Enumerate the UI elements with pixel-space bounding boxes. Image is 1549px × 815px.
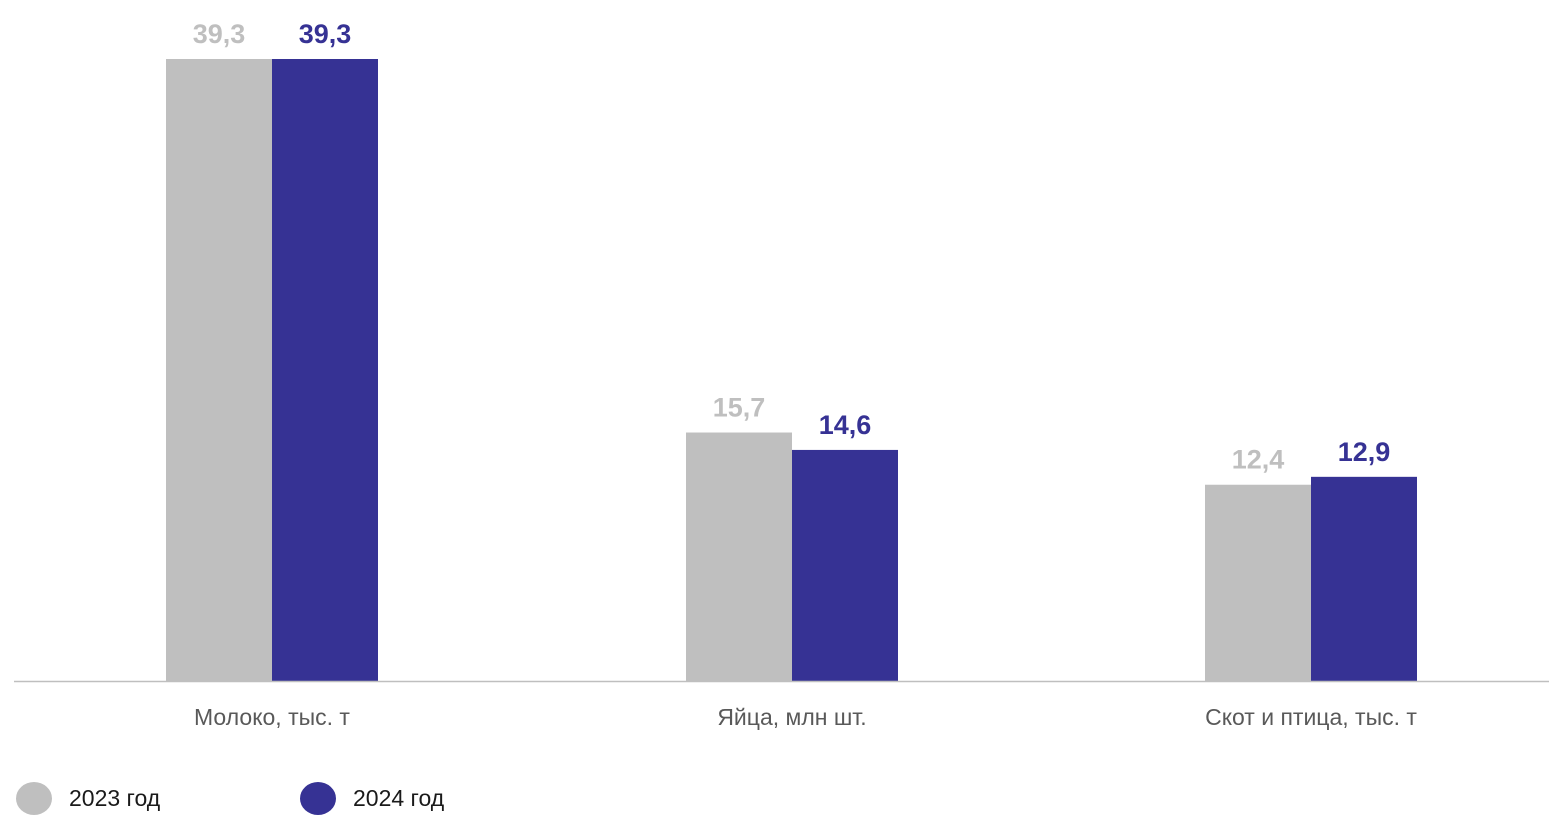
value-label-2024-год-1: 14,6 xyxy=(819,410,872,440)
bar-2023-год-1 xyxy=(686,432,792,681)
category-label-1: Яйца, млн шт. xyxy=(717,704,866,730)
bars-group xyxy=(166,59,1417,681)
value-label-2023-год-1: 15,7 xyxy=(713,393,766,423)
bar-2024-год-0 xyxy=(272,59,378,681)
bar-2024-год-1 xyxy=(792,449,898,681)
value-label-2023-год-2: 12,4 xyxy=(1232,445,1285,475)
category-labels-group: Молоко, тыс. т Яйца, млн шт. Скот и птица,… xyxy=(194,704,1417,730)
value-label-2024-год-0: 39,3 xyxy=(299,19,352,49)
bar-2024-год-2 xyxy=(1311,476,1417,681)
chart: 39,3 15,7 12,4 39,3 14,6 12,9 Молоко, тыс. т Я… xyxy=(14,19,1549,730)
value-labels-group: 39,3 15,7 12,4 39,3 14,6 12,9 xyxy=(193,19,1391,475)
legend: 2023 год 2024 год xyxy=(0,782,1549,815)
bar-2023-год-0 xyxy=(166,59,272,681)
value-label-2024-год-2: 12,9 xyxy=(1338,437,1391,467)
legend-swatch-2024 xyxy=(300,782,336,815)
legend-item-2024: 2024 год xyxy=(300,782,444,815)
legend-swatch-2023 xyxy=(16,782,52,815)
category-label-0: Молоко, тыс. т xyxy=(194,704,350,730)
legend-label-2024: 2024 год xyxy=(353,785,445,811)
legend-item-2023: 2023 год xyxy=(16,782,160,815)
category-label-2: Скот и птица, тыс. т xyxy=(1205,704,1417,730)
legend-label-2023: 2023 год xyxy=(69,785,161,811)
bar-2023-год-2 xyxy=(1205,484,1311,681)
value-label-2023-год-0: 39,3 xyxy=(193,19,246,49)
